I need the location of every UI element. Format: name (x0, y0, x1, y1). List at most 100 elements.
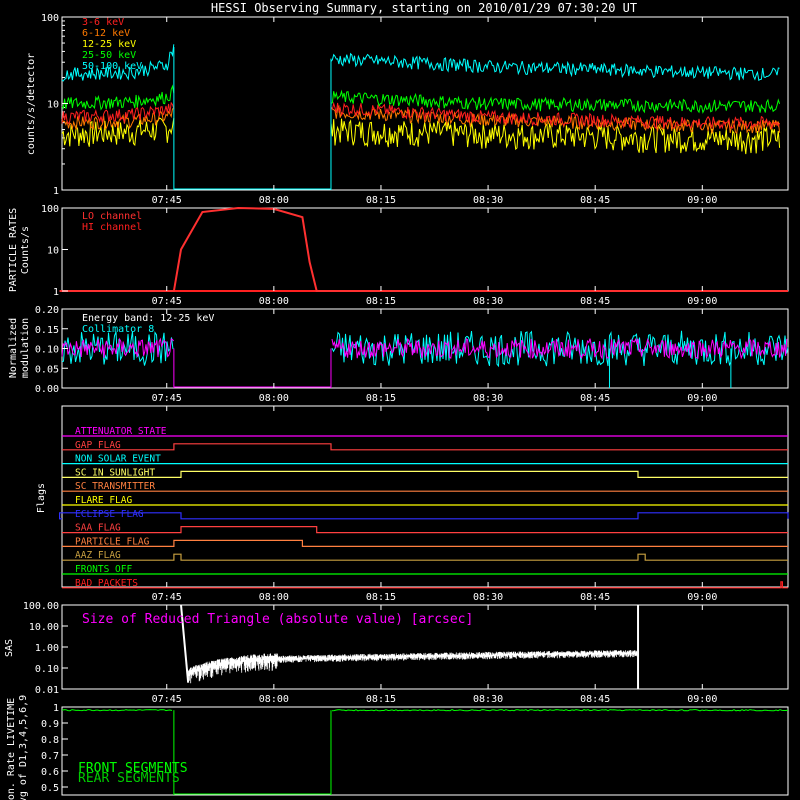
modulation-collimator-label: Collimator 8 (82, 324, 154, 335)
flag-label-bad-packets: BAD PACKETS (75, 578, 138, 589)
sas-series (187, 650, 639, 684)
particle-legend-lo_channel: LO channel (82, 211, 142, 222)
particle-rates-ylabel2: Counts/s (20, 226, 31, 274)
flag-trace-saa-flag (62, 526, 788, 534)
particle-rates-xtick-label: 08:45 (580, 296, 610, 307)
livetime-ytick-label: 0.9 (41, 719, 59, 730)
livetime-ylabel: Mon. Rate LIVETIME (6, 698, 17, 800)
flags-xtick-label: 08:00 (259, 592, 289, 603)
count-rates-ytick-label: 10 (47, 100, 59, 111)
flag-label-non-solar-event: NON SOLAR EVENT (75, 454, 161, 465)
sas-xtick-label: 09:00 (687, 694, 717, 705)
particle-rates-ytick-label: 10 (47, 246, 59, 257)
particle-rates-ylabel: PARTICLE RATES (8, 208, 19, 292)
sas-spike-start (180, 604, 190, 683)
livetime-ytick-label: 0.8 (41, 735, 59, 746)
flag-label-attenuator-state: ATTENUATOR STATE (75, 426, 167, 437)
sas-xtick-label: 07:45 (152, 694, 182, 705)
flag-trace-aaz-flag (62, 553, 788, 561)
livetime-series-front (61, 709, 789, 712)
modulation-ylabel2: modulation (20, 318, 31, 378)
flag-trace-gap-flag (62, 443, 788, 451)
count-rates-ytick-label: 100 (41, 13, 59, 24)
count-rates-xtick-label: 08:15 (366, 195, 396, 206)
flag-label-sc-in-sunlight: SC IN SUNLIGHT (75, 467, 155, 478)
particle-legend-hi_channel: HI channel (82, 222, 142, 233)
particle-rates-ytick-label: 1 (53, 287, 59, 298)
flag-label-aaz-flag: AAZ FLAG (75, 550, 121, 561)
legend-entry-e_50_100: 50-100 keV (82, 61, 142, 72)
flag-label-particle-flag: PARTICLE FLAG (75, 536, 150, 547)
flags-xtick-label: 08:45 (580, 592, 610, 603)
count-rates-series-e_12_25 (61, 117, 781, 155)
sas-ytick-label: 0.01 (35, 685, 59, 696)
count-rates-xtick-label: 08:45 (580, 195, 610, 206)
modulation-xtick-label: 08:30 (473, 393, 503, 404)
modulation-ytick-label: 0.20 (35, 305, 59, 316)
livetime-ytick-label: 1 (53, 703, 59, 714)
livetime-ytick-label: 0.7 (41, 751, 59, 762)
modulation-xtick-label: 09:00 (687, 393, 717, 404)
flag-label-fronts-off: FRONTS OFF (75, 564, 132, 575)
count-rates-xtick-label: 07:45 (152, 195, 182, 206)
count-rates-xtick-label: 08:00 (259, 195, 289, 206)
legend-entry-e_12_25: 12-25 keV (82, 39, 136, 50)
figure-title: HESSI Observing Summary, starting on 201… (211, 1, 637, 15)
count-rates-series-e_25_50 (61, 84, 781, 114)
livetime-ytick-label: 0.6 (41, 767, 59, 778)
modulation-xtick-label: 07:45 (152, 393, 182, 404)
modulation-ylabel: Normalized (8, 318, 19, 378)
legend-entry-e_25_50: 25-50 keV (82, 50, 136, 61)
particle-rates-xtick-label: 09:00 (687, 296, 717, 307)
flags-xtick-label: 07:45 (152, 592, 182, 603)
modulation-ytick-label: 0.15 (35, 325, 59, 336)
flags-ylabel: Flags (36, 483, 47, 513)
particle-rates-ytick-label: 100 (41, 204, 59, 215)
flags-frame (61, 405, 789, 588)
legend-entry-e_3_6: 3-6 keV (82, 17, 124, 28)
particle-rates-xtick-label: 08:00 (259, 296, 289, 307)
sas-ytick-label: 1.00 (35, 643, 59, 654)
sas-xtick-label: 08:00 (259, 694, 289, 705)
particle-rates-xtick-label: 08:15 (366, 296, 396, 307)
flag-trace-particle-flag (62, 539, 788, 547)
flag-label-saa-flag: SAA FLAG (75, 523, 121, 534)
sas-xtick-label: 08:30 (473, 694, 503, 705)
livetime-legend-front: FRONT SEGMENTS (78, 761, 188, 776)
count-rates-ytick-label: 1 (53, 186, 59, 197)
particle-rates-frame (61, 207, 789, 292)
flag-label-sc-transmitter: SC TRANSMITTER (75, 481, 155, 492)
flag-trace-eclipse-flag (59, 512, 789, 520)
particle-rates-xtick-label: 08:30 (473, 296, 503, 307)
flags-xtick-label: 08:30 (473, 592, 503, 603)
modulation-series-collimator (61, 330, 789, 368)
livetime-ytick-label: 0.5 (41, 783, 59, 794)
modulation-xtick-label: 08:00 (259, 393, 289, 404)
flag-trace-sc-in-sunlight (62, 470, 788, 478)
count-rates-series-e_50_100 (61, 44, 780, 82)
sas-ytick-label: 10.00 (29, 622, 59, 633)
particle-rates-xtick-label: 07:45 (152, 296, 182, 307)
sas-xtick-label: 08:45 (580, 694, 610, 705)
flag-label-eclipse-flag: ECLIPSE FLAG (75, 509, 144, 520)
legend-entry-e_6_12: 6-12 keV (82, 28, 130, 39)
count-rates-series-e_3_6 (61, 101, 781, 131)
flag-trace-bad-packets (62, 581, 788, 589)
count-rates-xtick-label: 08:30 (473, 195, 503, 206)
sas-xtick-label: 08:15 (366, 694, 396, 705)
sas-ytick-label: 0.10 (35, 664, 59, 675)
modulation-series-magenta (61, 337, 788, 360)
livetime-frame (61, 706, 789, 796)
modulation-ytick-label: 0.05 (35, 364, 59, 375)
modulation-ytick-label: 0.10 (35, 345, 59, 356)
flags-xtick-label: 08:15 (366, 592, 396, 603)
flag-label-flare-flag: FLARE FLAG (75, 495, 132, 506)
sas-annotation: Size of Reduced Triangle (absolute value… (82, 612, 473, 627)
count-rates-ylabel: counts/s/detector (26, 53, 37, 155)
flags-xtick-label: 09:00 (687, 592, 717, 603)
sas-ytick-label: 100.00 (23, 601, 59, 612)
modulation-energy-band-label: Energy band: 12-25 keV (82, 313, 214, 324)
sas-ylabel: SAS (4, 639, 15, 657)
